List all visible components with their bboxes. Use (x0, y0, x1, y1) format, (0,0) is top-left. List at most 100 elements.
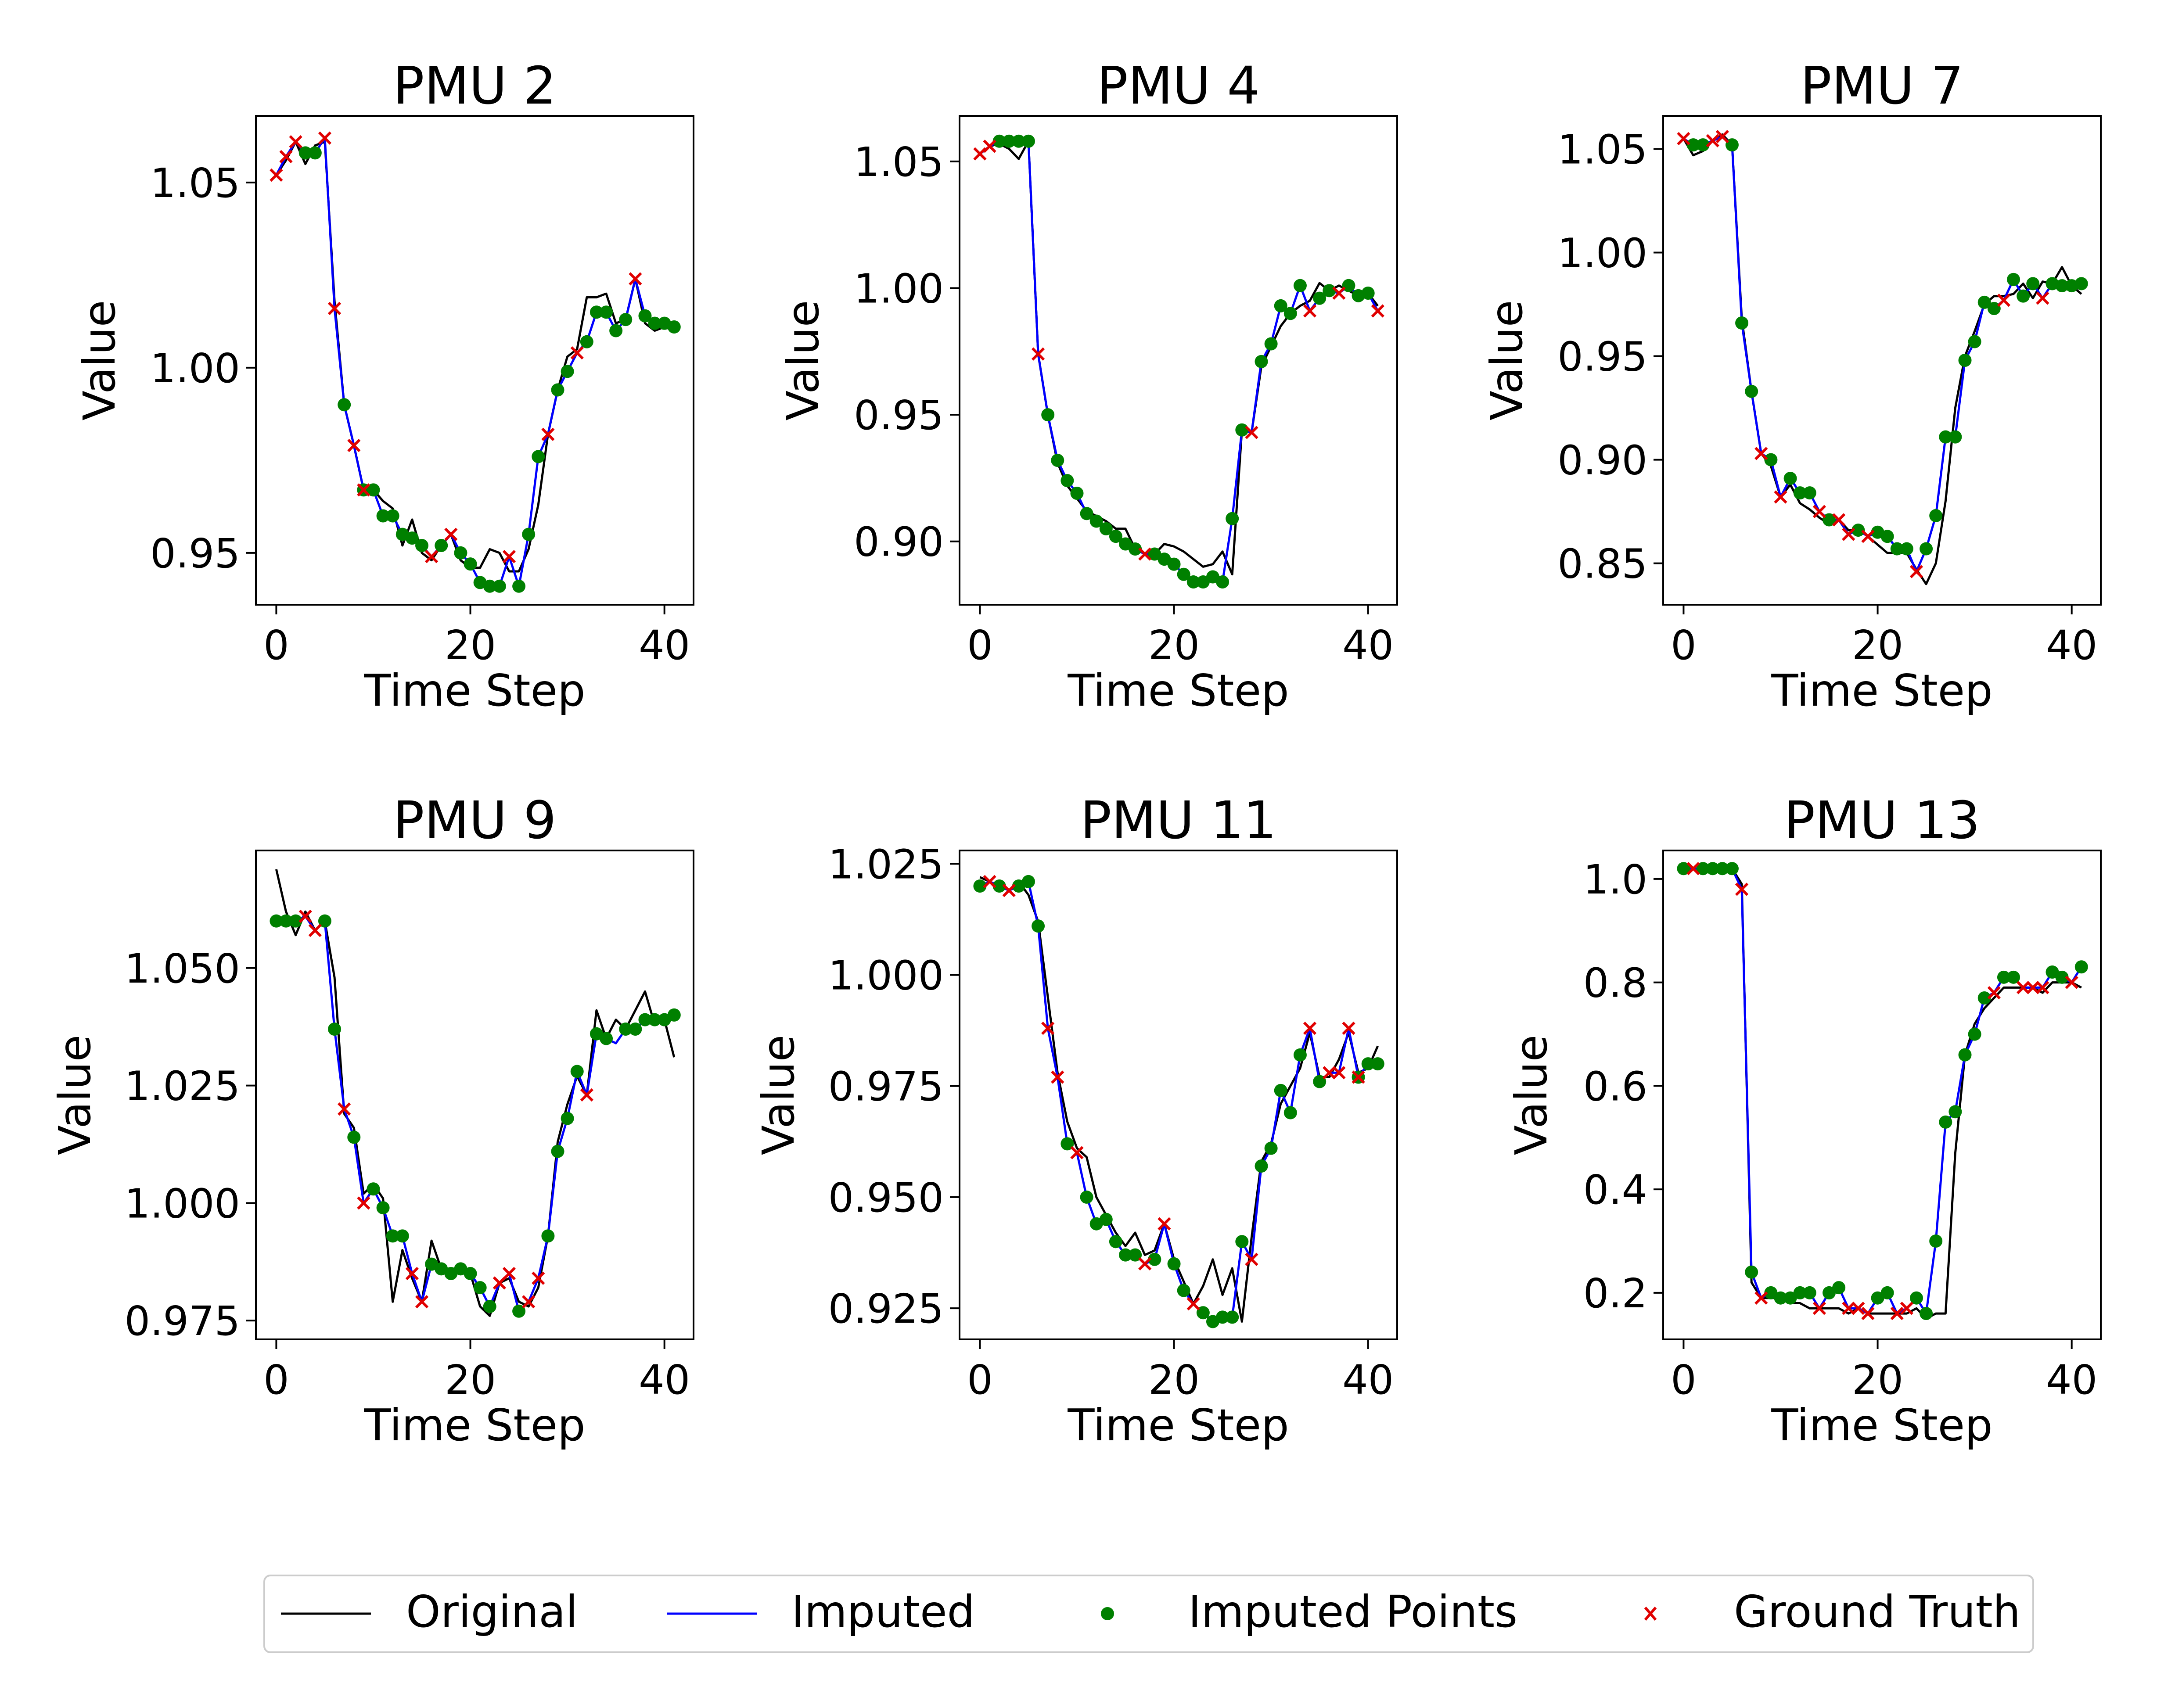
ground-truth-stroke (1303, 1021, 1317, 1035)
ground-truth-stroke (1774, 490, 1787, 504)
ground-truth-marker (1051, 1070, 1064, 1084)
ground-truth-stroke (1245, 1252, 1258, 1266)
y-tick-label: 1.000 (125, 1180, 240, 1227)
ground-truth-marker (357, 483, 370, 497)
imputed-point (1793, 1286, 1807, 1299)
imputed-point (1021, 134, 1035, 148)
ground-truth-marker (1070, 1146, 1084, 1159)
ground-truth-marker (2065, 976, 2078, 989)
ground-truth-stroke (983, 140, 996, 153)
imputed-point (464, 1267, 477, 1281)
ground-truth-marker (1909, 565, 1923, 578)
imputed-point (1119, 537, 1132, 551)
imputed-point (1167, 557, 1181, 571)
imputed-point (1177, 567, 1190, 581)
x-tick-label: 0 (263, 1356, 289, 1403)
imputed-point (1929, 1234, 1943, 1248)
ground-truth-stroke (1861, 530, 1875, 543)
subplot-1: PMU 2 0 20 40 0.95 1.00 1.05 Time Step Value (74, 55, 694, 716)
y-tick-label: 0.2 (1583, 1270, 1647, 1317)
imputed-point (1677, 862, 1690, 876)
ground-truth-marker (983, 875, 996, 889)
imputed-point (1283, 307, 1297, 320)
imputed-point (279, 914, 293, 928)
imputed-point (289, 914, 302, 928)
y-axis-label: Value (777, 300, 829, 421)
ground-truth-marker (1303, 1021, 1317, 1035)
ground-truth-marker (1706, 134, 1719, 147)
ground-truth-marker (1754, 447, 1768, 460)
ground-truth-marker (502, 550, 516, 563)
imputed-point (1216, 575, 1229, 589)
imputed-point (1696, 862, 1710, 876)
imputed-point (1900, 542, 1913, 556)
subplot-4: PMU 9 0 20 40 0.975 1.000 1.025 1.050 Time Step V… (49, 790, 694, 1451)
ground-truth-stroke (1842, 1302, 1855, 1315)
plot-frame (1662, 115, 2102, 606)
ground-truth-stroke (522, 1295, 536, 1309)
plot-frame (255, 850, 694, 1340)
subplot-title: PMU 2 (393, 55, 557, 116)
imputed-point (1061, 1137, 1074, 1151)
imputed-point (415, 538, 429, 552)
y-tick-label: 1.05 (854, 139, 944, 186)
ground-truth-stroke (444, 527, 458, 541)
x-axis-label: Time Step (1771, 1399, 1992, 1451)
ground-truth-stroke (1686, 862, 1700, 876)
x-tick-label: 40 (639, 1356, 690, 1403)
ground-truth-stroke (357, 1196, 370, 1210)
ground-truth-stroke (493, 1276, 506, 1290)
imputed-point (1148, 1252, 1161, 1266)
imputed-point (561, 1112, 574, 1125)
imputed-point (1696, 138, 1710, 152)
x-tick-label: 20 (445, 1356, 496, 1403)
ground-truth-stroke (318, 131, 332, 145)
ground-truth-stroke (1323, 1066, 1336, 1080)
subplot-5: PMU 11 0 20 40 0.925 0.950 0.975 1.000 1.025 Time… (753, 790, 1398, 1451)
ground-truth-marker (1323, 1066, 1336, 1080)
imputed-point (1803, 1286, 1816, 1299)
ground-truth-marker (1138, 547, 1152, 561)
y-tick-label: 0.90 (1557, 437, 1647, 484)
y-tick-label: 0.95 (1557, 334, 1647, 380)
imputed-point (1129, 1248, 1142, 1262)
ground-truth-marker (1754, 1291, 1768, 1305)
imputed-point (1871, 1291, 1884, 1305)
x-axis-label: Time Step (1067, 665, 1289, 716)
y-tick-label: 0.4 (1583, 1166, 1647, 1213)
ground-truth-stroke (405, 1267, 419, 1281)
x-axis-label: Time Step (363, 1399, 585, 1451)
imputed-point (1196, 575, 1210, 589)
y-tick-label: 0.8 (1583, 960, 1647, 1007)
y-tick-label: 0.95 (150, 530, 240, 577)
ground-truth-marker (1812, 1302, 1826, 1315)
y-tick-label: 0.90 (854, 519, 944, 566)
imputed-point (2026, 277, 2040, 291)
ground-truth-stroke (338, 1102, 351, 1116)
imputed-point (1119, 1248, 1132, 1262)
imputed-point (619, 313, 633, 327)
ground-truth-stroke (2026, 981, 2040, 994)
ground-truth-stroke (1861, 1306, 1875, 1320)
ground-truth-stroke (1245, 426, 1258, 439)
imputed-point (580, 335, 593, 348)
ground-truth-stroke (279, 150, 293, 163)
ground-truth-marker (2036, 291, 2049, 305)
ground-truth-stroke (973, 147, 987, 161)
imputed-point (1021, 875, 1035, 888)
imputed-point (473, 1281, 487, 1295)
imputed-point (1920, 542, 1933, 556)
imputed-point (1371, 1057, 1384, 1071)
imputed-point (541, 1229, 555, 1243)
subplot-title: PMU 4 (1097, 55, 1260, 116)
ground-truth-stroke (425, 550, 439, 563)
imputed-point (1070, 487, 1084, 500)
ground-truth-stroke (1812, 1302, 1826, 1315)
x-tick-label: 20 (1852, 1356, 1903, 1403)
imputed-point (1109, 1235, 1122, 1249)
imputed-point (347, 1130, 361, 1144)
ground-truth-stroke (570, 346, 584, 360)
imputed-point (648, 1013, 661, 1026)
x-tick-label: 40 (1342, 622, 1394, 669)
imputed-point (590, 305, 603, 319)
